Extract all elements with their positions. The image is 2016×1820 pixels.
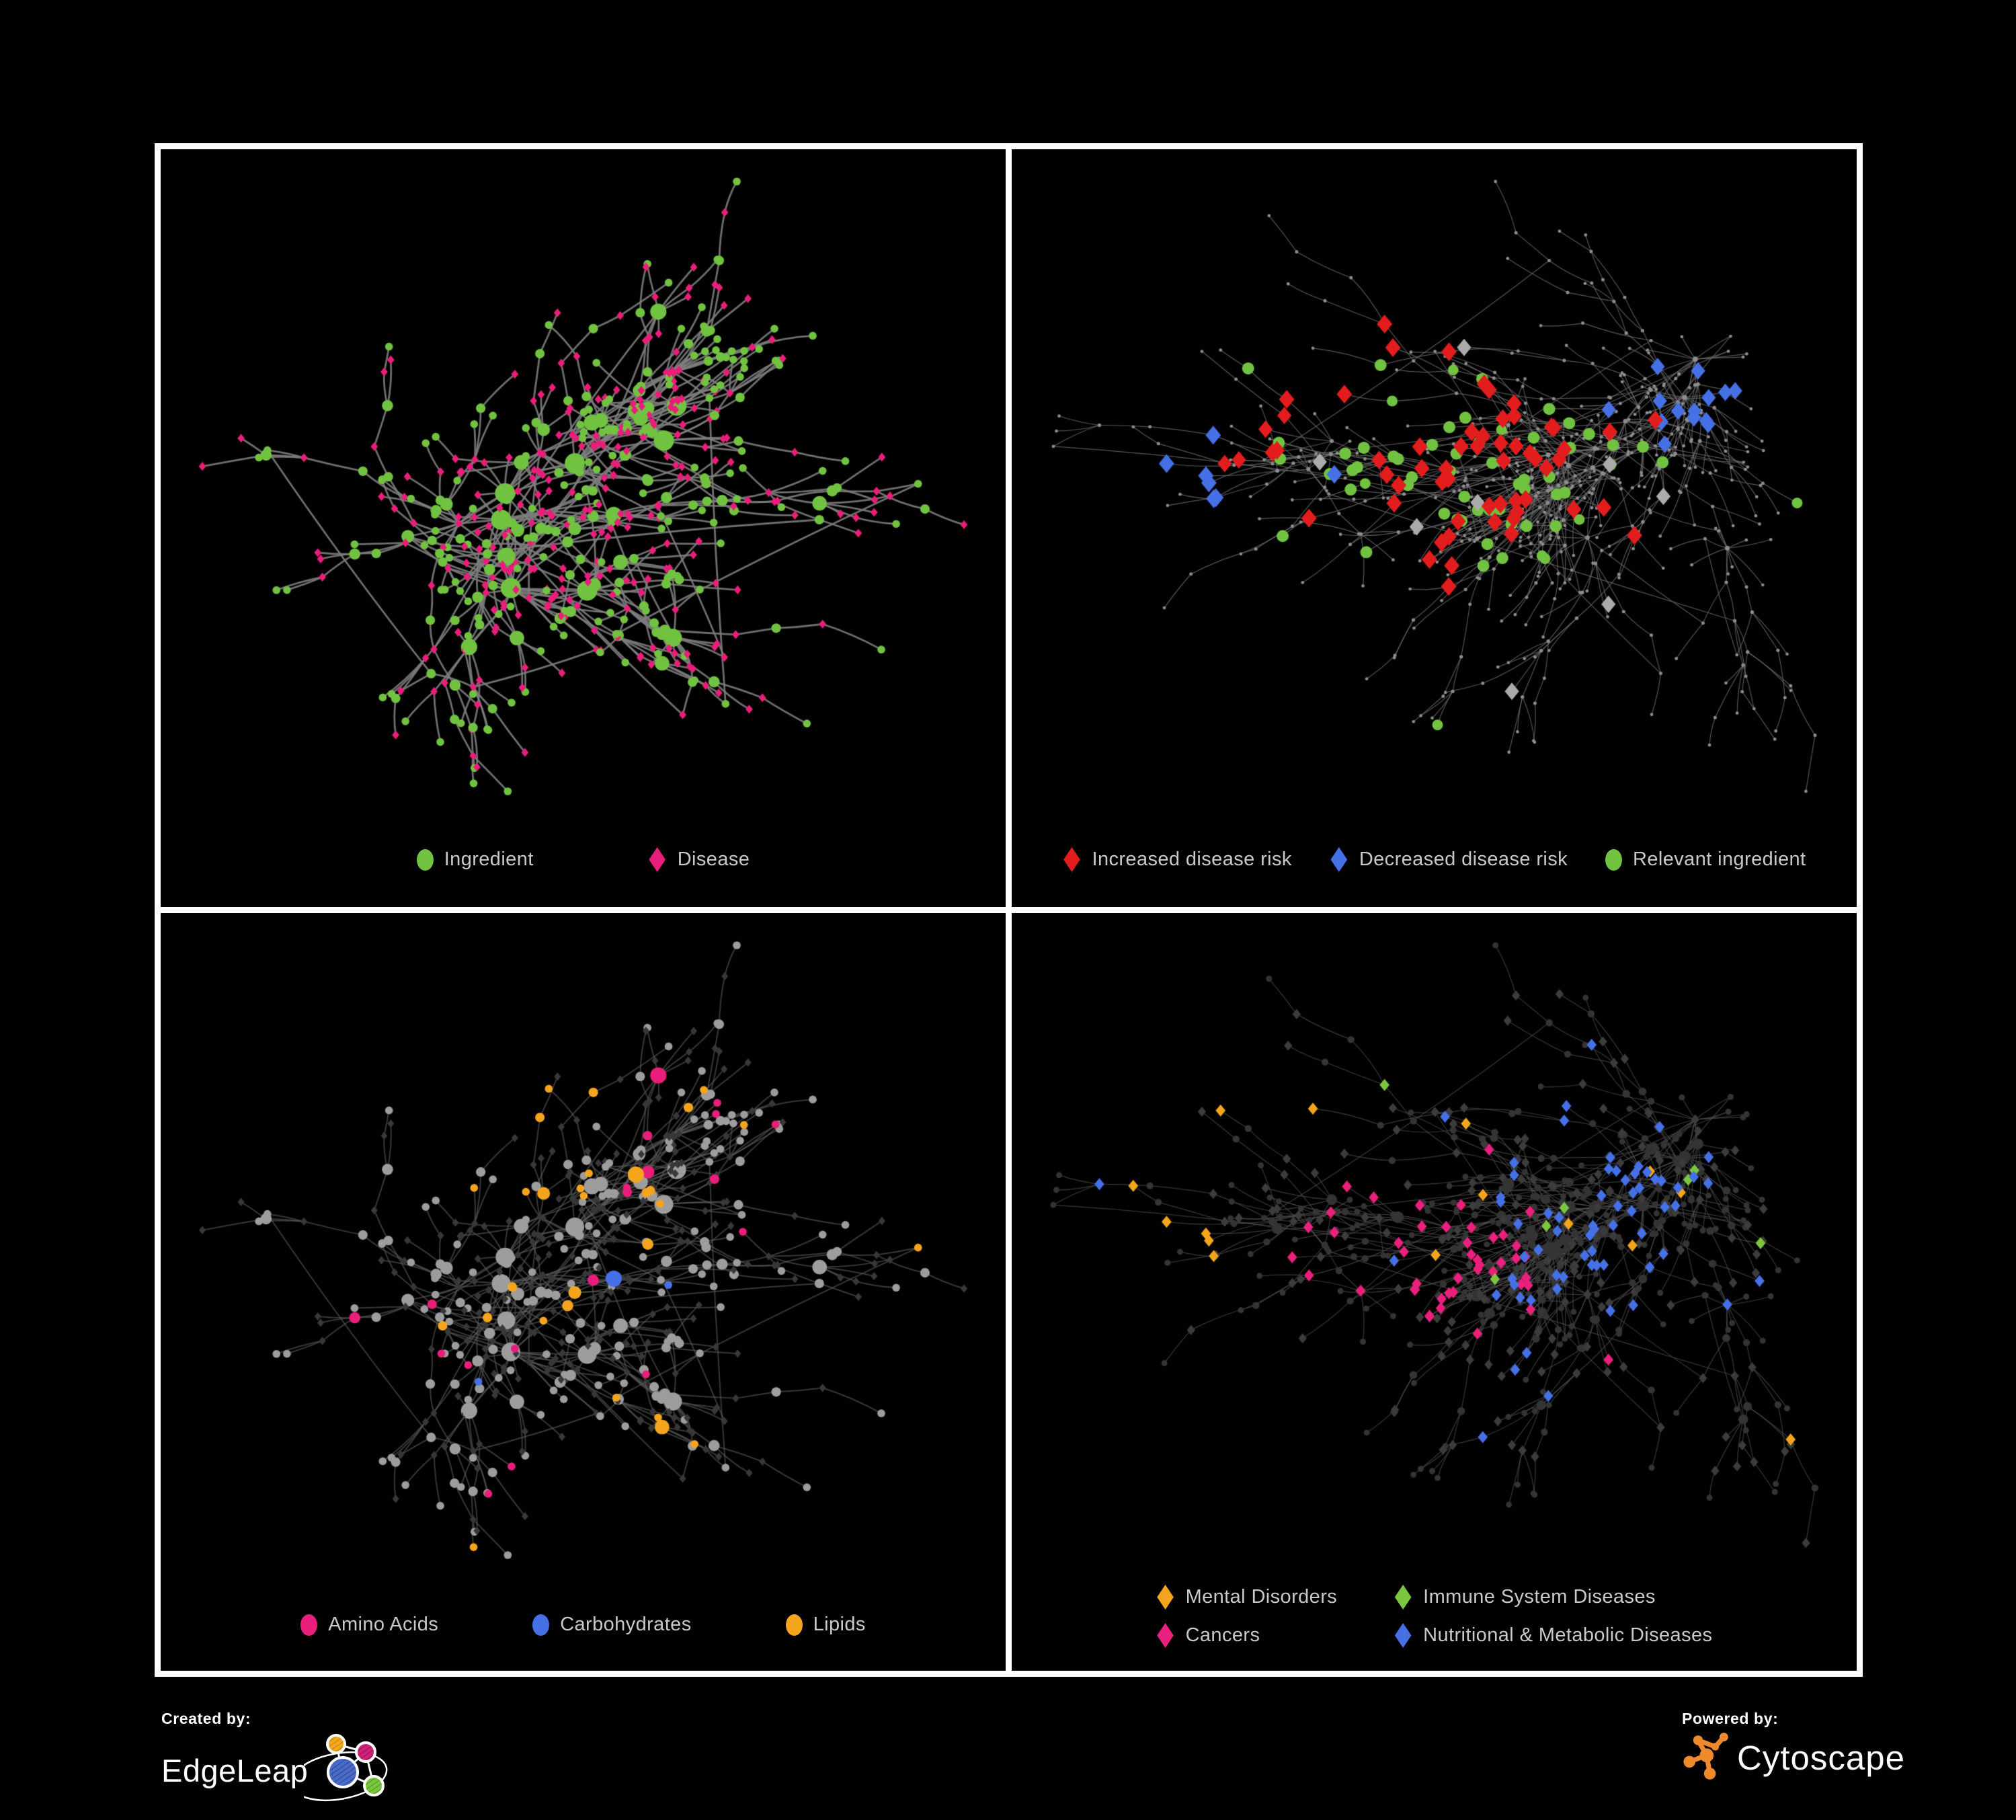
panels-grid: Ingredient Disease Increased disease risk… bbox=[155, 143, 1863, 1677]
nutrient-category-network-canvas bbox=[161, 913, 1006, 1671]
diamond-marker-icon bbox=[1157, 1623, 1174, 1648]
legend-item: Relevant ingredient bbox=[1605, 848, 1806, 871]
legend-item: Ingredient bbox=[416, 848, 534, 871]
legend-label: Decreased disease risk bbox=[1359, 848, 1568, 870]
legend-label: Nutritional & Metabolic Diseases bbox=[1423, 1624, 1713, 1646]
panel-disease-classes: Mental Disorders Immune System Diseases Ca… bbox=[1012, 913, 1857, 1671]
legend-label: Amino Acids bbox=[328, 1614, 439, 1635]
cytoscape-logo-icon bbox=[1682, 1731, 1730, 1785]
circle-marker-icon bbox=[1605, 848, 1623, 871]
legend-item: Nutritional & Metabolic Diseases bbox=[1394, 1623, 1712, 1648]
diamond-marker-icon bbox=[1157, 1585, 1174, 1610]
panel-ingredient-disease: Ingredient Disease bbox=[161, 149, 1006, 907]
legend-label: Mental Disorders bbox=[1185, 1586, 1338, 1608]
ingredient-disease-network-canvas bbox=[161, 149, 1006, 907]
nutrient-category-legend: Amino Acids Carbohydrates Lipids bbox=[161, 1614, 1006, 1636]
legend-item: Cancers bbox=[1156, 1623, 1338, 1648]
diamond-marker-icon bbox=[1330, 847, 1348, 872]
legend-item: Increased disease risk bbox=[1062, 847, 1291, 872]
legend-item: Lipids bbox=[785, 1614, 866, 1636]
diamond-marker-icon bbox=[1394, 1623, 1412, 1648]
panel-disease-risk: Increased disease risk Decreased disease … bbox=[1012, 149, 1857, 907]
legend-item: Carbohydrates bbox=[532, 1614, 691, 1636]
legend-item: Immune System Diseases bbox=[1394, 1585, 1712, 1610]
circle-marker-icon bbox=[416, 848, 434, 871]
legend-label: Cancers bbox=[1185, 1624, 1260, 1646]
disease-risk-legend: Increased disease risk Decreased disease … bbox=[1012, 847, 1857, 872]
cytoscape-wordmark: Cytoscape bbox=[1737, 1739, 1905, 1777]
circle-marker-icon bbox=[300, 1614, 318, 1636]
created-by-block: Created by: EdgeLeap bbox=[161, 1710, 405, 1812]
disease-class-legend: Mental Disorders Immune System Diseases Ca… bbox=[1012, 1585, 1857, 1648]
legend-label: Disease bbox=[677, 848, 750, 870]
legend-label: Lipids bbox=[813, 1614, 866, 1635]
legend-label: Immune System Diseases bbox=[1423, 1586, 1656, 1608]
legend-label: Ingredient bbox=[444, 848, 534, 870]
disease-class-network-canvas bbox=[1012, 913, 1857, 1671]
diamond-marker-icon bbox=[649, 847, 666, 872]
legend-label: Increased disease risk bbox=[1092, 848, 1292, 870]
circle-marker-icon bbox=[532, 1614, 550, 1636]
legend-item: Decreased disease risk bbox=[1330, 847, 1568, 872]
created-by-label: Created by: bbox=[161, 1710, 251, 1727]
ingredient-disease-legend: Ingredient Disease bbox=[161, 847, 1006, 872]
edgeleap-wordmark: EdgeLeap bbox=[161, 1753, 309, 1788]
edgeleap-logo-icon bbox=[290, 1729, 405, 1812]
legend-item: Disease bbox=[648, 847, 750, 872]
powered-by-label: Powered by: bbox=[1682, 1710, 1779, 1727]
legend-label: Carbohydrates bbox=[560, 1614, 692, 1635]
powered-by-block: Powered by: bbox=[1682, 1710, 1905, 1785]
diamond-marker-icon bbox=[1394, 1585, 1412, 1610]
circle-marker-icon bbox=[785, 1614, 803, 1636]
legend-item: Mental Disorders bbox=[1156, 1585, 1338, 1610]
legend-item: Amino Acids bbox=[300, 1614, 438, 1636]
diamond-marker-icon bbox=[1063, 847, 1080, 872]
disease-risk-network-canvas bbox=[1012, 149, 1857, 907]
panel-nutrient-categories: Amino Acids Carbohydrates Lipids bbox=[161, 913, 1006, 1671]
legend-label: Relevant ingredient bbox=[1633, 848, 1806, 870]
